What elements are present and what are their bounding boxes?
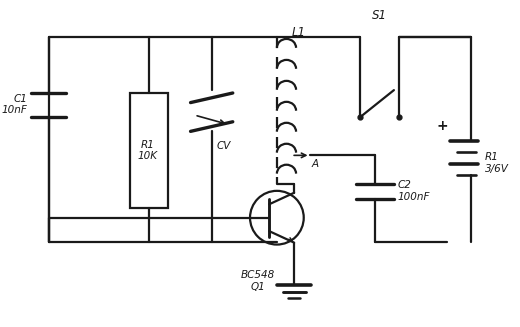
Text: CV: CV xyxy=(216,141,231,151)
Text: A: A xyxy=(311,159,319,169)
Bar xyxy=(130,93,168,208)
Text: R1
10K: R1 10K xyxy=(137,140,158,161)
Text: C2
100nF: C2 100nF xyxy=(398,180,430,202)
Text: +: + xyxy=(436,119,448,133)
Text: BC548
Q1: BC548 Q1 xyxy=(241,270,275,292)
Text: S1: S1 xyxy=(372,9,387,22)
Text: R1
3/6V: R1 3/6V xyxy=(485,152,509,174)
Text: C1
10nF: C1 10nF xyxy=(2,94,28,115)
Text: L1: L1 xyxy=(291,26,305,39)
